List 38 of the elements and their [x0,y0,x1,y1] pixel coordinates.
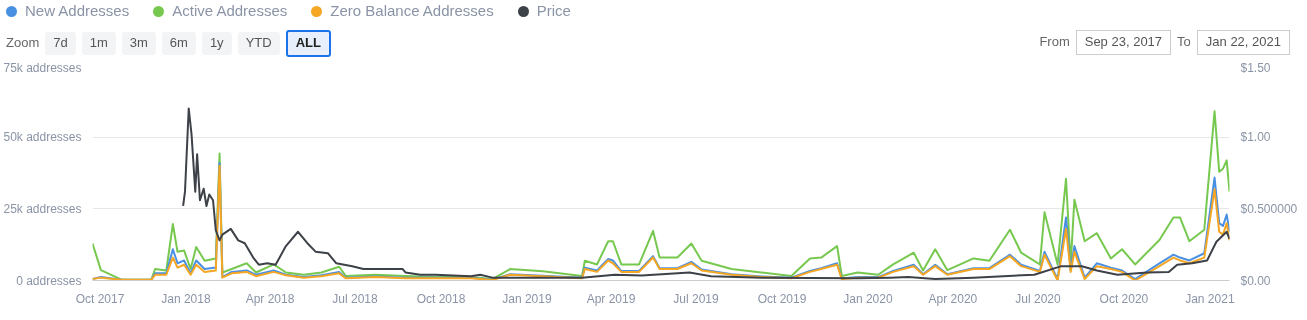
x-tick-label: Jan 2018 [161,291,211,306]
x-tick-label: Jan 2021 [1185,291,1235,306]
x-tick-label: Oct 2020 [1099,291,1149,306]
x-tick-label: Oct 2018 [416,291,466,306]
text: 7d [45,32,76,55]
text: To [1177,34,1191,49]
y-tick-label: 75k addresses [3,60,82,75]
x-tick-label: Jul 2019 [673,291,720,306]
y2-tick-label: $1.50 [1240,60,1271,75]
y-tick-label: 50k addresses [3,130,82,145]
y2-tick-label: $0.500000 [1240,201,1298,216]
text: 6m [161,32,196,55]
legend-label: Zero Balance Addresses [329,1,494,21]
x-tick-label: Jul 2020 [1015,291,1061,306]
text: Jan 22, 2021 [1196,30,1290,55]
text: 3m [121,32,156,55]
x-tick-label: Jan 2020 [843,291,893,306]
x-tick-label: Oct 2017 [75,291,125,306]
legend-label: New Addresses [24,1,130,21]
text: Sep 23, 2017 [1075,30,1172,55]
legend-label: Price [535,1,571,21]
legend-label: Active Addresses [171,1,288,21]
x-tick-label: Oct 2019 [757,291,807,306]
text: Zoom [6,35,40,50]
y-tick-label: 25k addresses [3,201,82,216]
x-tick-label: Apr 2019 [586,291,636,306]
x-tick-label: Apr 2018 [245,291,295,306]
text: ALL [285,30,331,57]
x-tick-label: Jan 2019 [502,291,552,306]
text: 1m [81,32,116,55]
text: YTD [237,32,280,55]
x-tick-label: Apr 2020 [928,291,978,306]
x-tick-label: Jul 2018 [332,291,379,306]
y-tick-label: 0 addresses [16,273,82,288]
text: 1y [201,32,232,55]
y2-tick-label: $1.00 [1240,130,1271,145]
y2-tick-label: $0.00 [1240,273,1271,288]
text: From [1039,34,1070,49]
